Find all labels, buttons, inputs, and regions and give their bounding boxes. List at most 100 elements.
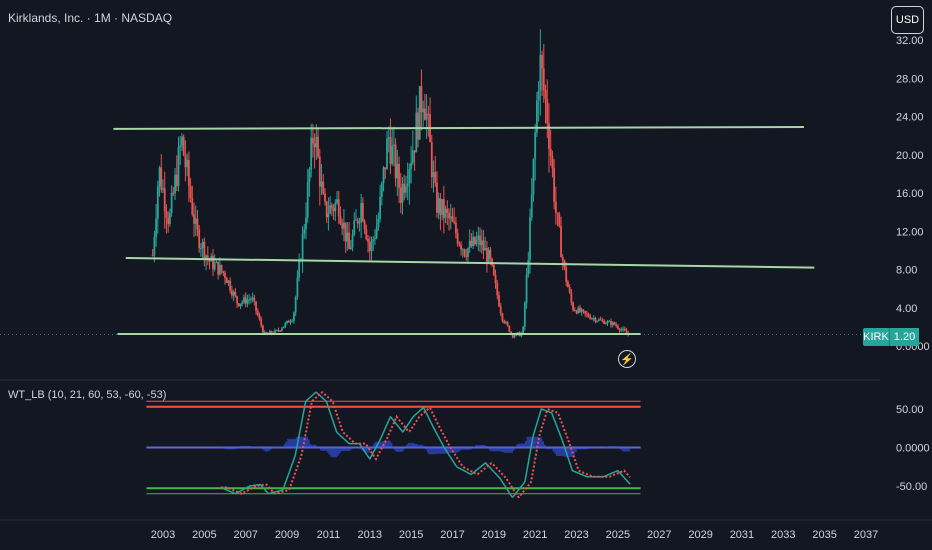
trendlines [113, 126, 815, 336]
histogram-bar [300, 436, 303, 448]
candle-body [408, 168, 411, 184]
histogram-bar [411, 442, 414, 448]
candle-body [486, 247, 488, 262]
candle-body [337, 199, 340, 217]
candle-body [237, 303, 240, 306]
histogram-bar [380, 441, 383, 448]
candle-body [544, 89, 547, 100]
candle-body [196, 218, 199, 230]
candle-body [275, 330, 278, 332]
candle-body [475, 239, 478, 245]
candle-body [432, 172, 435, 178]
histogram-bar [487, 447, 489, 449]
candle-body [525, 274, 528, 304]
candle-body [206, 255, 209, 260]
histogram-bar [330, 447, 333, 457]
candle-body [608, 321, 611, 323]
histogram-bar [523, 443, 526, 448]
candle-body [249, 299, 252, 301]
time-tick-label: 2029 [688, 529, 712, 541]
histogram-bar [542, 441, 545, 448]
histogram-bar [273, 446, 276, 448]
histogram-bar [226, 447, 229, 450]
histogram-bar [416, 444, 419, 448]
histogram-bar [282, 446, 284, 448]
candle-body [327, 213, 330, 218]
candle-body [551, 155, 554, 169]
candle-body [291, 320, 294, 322]
candle-body [517, 332, 519, 334]
histogram-bar [549, 447, 551, 450]
candle-body [234, 291, 237, 297]
candle-body [194, 218, 197, 224]
lightning-icon[interactable]: ⚡ [618, 350, 636, 368]
candle-body [324, 193, 326, 202]
histogram-bar [313, 444, 315, 448]
candle-body [231, 290, 233, 296]
candle-body [458, 243, 461, 245]
histogram-bar [552, 447, 555, 452]
candle-body [424, 108, 426, 120]
candle-body [489, 249, 492, 259]
candle-body [601, 320, 604, 322]
histogram-bar [485, 445, 488, 448]
histogram-bar [459, 447, 462, 451]
candle-body [380, 183, 383, 197]
price-tag-value: 1.20 [889, 328, 919, 346]
histogram-bar [435, 447, 438, 455]
histogram-bar [285, 441, 288, 448]
histogram-bar [414, 443, 417, 448]
histogram-bar [595, 447, 598, 448]
histogram-bar [504, 447, 507, 453]
candle-body [391, 145, 394, 164]
candle-body [565, 267, 568, 282]
currency-button[interactable]: USD [891, 6, 924, 34]
histogram-bar [266, 447, 269, 452]
histogram-bar [483, 445, 486, 448]
candle-body [467, 248, 469, 257]
candle-body [430, 142, 433, 178]
candle-body [310, 137, 313, 170]
histogram-bar [624, 447, 627, 452]
histogram-bar [323, 447, 326, 451]
candle-body [343, 222, 345, 229]
histogram-bar [626, 447, 629, 452]
candle-body [484, 247, 487, 251]
candle-body [411, 150, 414, 163]
candle-body [239, 303, 242, 306]
candle-body [465, 255, 468, 257]
histogram-bar [628, 447, 631, 452]
candle-body [522, 326, 525, 334]
candle-body [604, 323, 607, 325]
candle-body [418, 86, 421, 140]
histogram-bar [590, 447, 593, 449]
histogram-bar [425, 447, 427, 450]
histogram-bar [287, 438, 289, 448]
candle-body [401, 183, 404, 203]
candle-body [355, 219, 357, 221]
candle-body [280, 328, 283, 331]
histogram-bar [568, 447, 570, 458]
candle-body [541, 55, 543, 69]
candle-body [537, 90, 540, 101]
histogram-bar [395, 447, 398, 452]
histogram-bar [337, 447, 339, 456]
histogram-bar [588, 447, 591, 449]
histogram-bar [492, 447, 495, 452]
histogram-bar [304, 436, 307, 448]
histogram-bar [326, 447, 329, 453]
histogram-bar [383, 440, 386, 448]
candle-body [422, 108, 425, 113]
indicator-title[interactable]: WT_LB (10, 21, 60, 53, -60, -53) [8, 389, 167, 401]
candle-body [318, 156, 321, 187]
histogram-bar [247, 445, 250, 448]
candle-body [348, 232, 350, 250]
histogram-bar [443, 447, 446, 454]
candle-body [618, 328, 621, 331]
time-tick-label: 2003 [151, 529, 175, 541]
candle-body [615, 324, 618, 327]
histogram-bar [373, 443, 376, 448]
time-tick-label: 2031 [730, 529, 754, 541]
candle-body [358, 222, 361, 224]
candle-body [365, 229, 368, 240]
